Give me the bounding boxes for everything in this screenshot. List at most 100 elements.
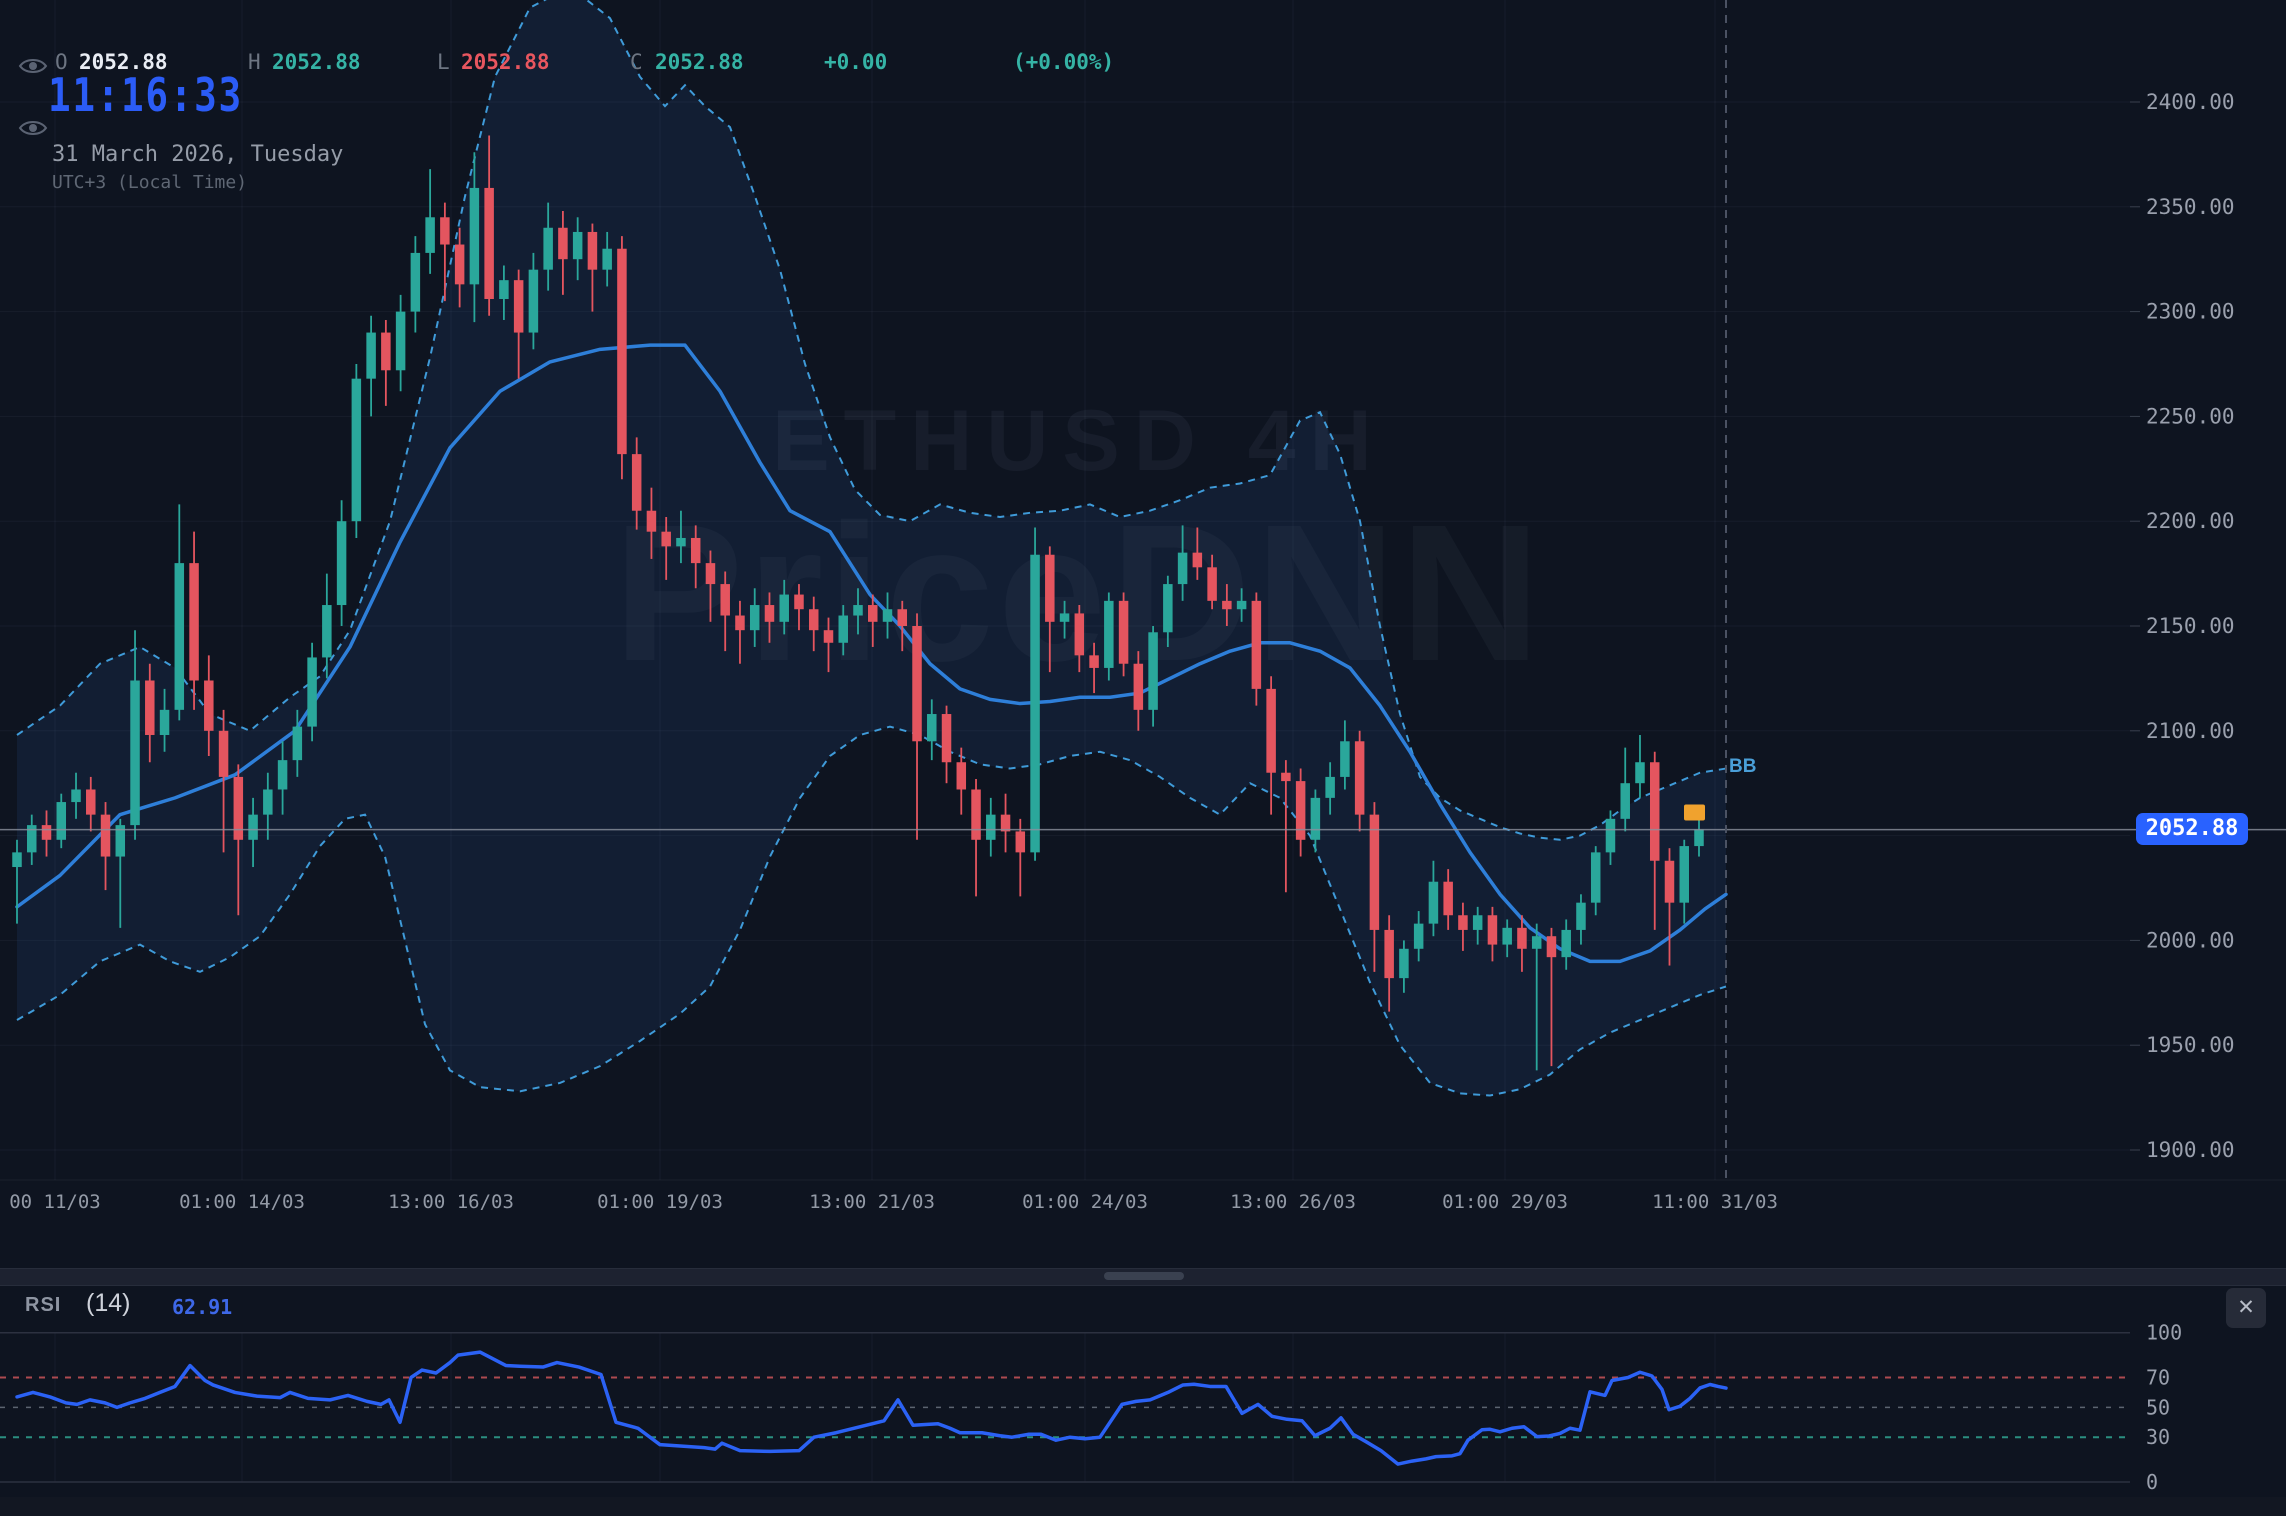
candle[interactable] <box>558 210 568 295</box>
candle[interactable] <box>956 747 967 815</box>
candle[interactable] <box>646 487 657 559</box>
candle[interactable] <box>528 252 539 350</box>
candle[interactable] <box>1030 527 1040 861</box>
pane-splitter-handle[interactable] <box>1104 1272 1184 1280</box>
candle[interactable] <box>484 135 494 316</box>
candle[interactable] <box>381 319 391 406</box>
candle[interactable] <box>1384 915 1394 1012</box>
candle[interactable] <box>263 772 273 840</box>
candle[interactable] <box>159 688 170 752</box>
candle[interactable] <box>794 584 804 631</box>
candle[interactable] <box>513 269 524 379</box>
candle[interactable] <box>395 294 406 392</box>
candle[interactable] <box>720 571 730 652</box>
candle[interactable] <box>1340 720 1350 790</box>
candle[interactable] <box>1045 546 1055 673</box>
candle[interactable] <box>130 630 140 840</box>
candle[interactable] <box>204 655 214 756</box>
candle[interactable] <box>174 504 185 721</box>
candle[interactable] <box>1502 919 1512 958</box>
candle[interactable] <box>676 510 686 564</box>
candle[interactable] <box>1487 906 1498 962</box>
candle[interactable] <box>823 617 834 673</box>
candle[interactable] <box>941 705 952 784</box>
candle[interactable] <box>1310 789 1321 853</box>
candle[interactable] <box>986 797 996 857</box>
candle[interactable] <box>1443 869 1453 930</box>
candle[interactable] <box>12 839 22 924</box>
candle[interactable] <box>1104 592 1114 681</box>
candle[interactable] <box>1192 527 1203 580</box>
candle[interactable] <box>218 709 229 853</box>
candle[interactable] <box>882 592 893 639</box>
candle[interactable] <box>1679 839 1689 924</box>
eye-icon[interactable] <box>18 55 48 77</box>
candle[interactable] <box>735 600 745 664</box>
candle[interactable] <box>1664 848 1675 966</box>
candle[interactable] <box>1649 751 1660 930</box>
candle[interactable] <box>1369 802 1380 972</box>
candle[interactable] <box>1000 793 1011 853</box>
rsi-close-button[interactable]: ✕ <box>2226 1288 2266 1328</box>
candle[interactable] <box>690 525 701 589</box>
candle[interactable] <box>912 613 922 840</box>
candle[interactable] <box>1089 642 1099 694</box>
rsi-indicator-title[interactable]: RSI <box>25 1294 62 1316</box>
eye-icon[interactable] <box>18 117 48 139</box>
candle[interactable] <box>1133 651 1144 731</box>
candle[interactable] <box>1118 592 1129 677</box>
candle[interactable] <box>853 588 863 635</box>
candle[interactable] <box>1399 940 1409 993</box>
candle[interactable] <box>1251 592 1262 706</box>
candle[interactable] <box>1472 906 1483 945</box>
candle[interactable] <box>587 223 598 312</box>
candle[interactable] <box>425 169 435 274</box>
candle[interactable] <box>543 202 553 291</box>
candle[interactable] <box>1222 584 1232 626</box>
candle[interactable] <box>189 531 199 710</box>
candle[interactable] <box>838 605 848 656</box>
candle[interactable] <box>631 437 642 530</box>
candle[interactable] <box>868 594 878 647</box>
rsi-axis[interactable]: 100 70 50 30 0 <box>2146 1321 2182 1494</box>
candle[interactable] <box>410 236 421 333</box>
candle[interactable] <box>971 779 981 897</box>
candle[interactable] <box>41 810 52 857</box>
candle[interactable] <box>779 579 789 635</box>
candle[interactable] <box>351 364 362 538</box>
candle[interactable] <box>440 202 450 302</box>
candle[interactable] <box>1266 676 1276 815</box>
candle[interactable] <box>145 663 155 763</box>
candle[interactable] <box>1163 575 1173 647</box>
candle[interactable] <box>1531 923 1542 1071</box>
candle[interactable] <box>1148 626 1158 727</box>
candle[interactable] <box>572 217 583 281</box>
candle[interactable] <box>602 231 612 287</box>
candle[interactable] <box>1546 927 1557 1067</box>
candle[interactable] <box>115 818 126 928</box>
candle[interactable] <box>454 227 465 308</box>
time-axis[interactable]: 00 11/03 01:00 14/03 13:00 16/03 01:00 19/0… <box>9 1191 1778 1213</box>
candle[interactable] <box>469 152 480 323</box>
candle[interactable] <box>749 588 760 647</box>
candle[interactable] <box>86 776 96 832</box>
candle[interactable] <box>233 764 244 916</box>
candle[interactable] <box>307 642 317 742</box>
candle[interactable] <box>1015 818 1026 897</box>
candle[interactable] <box>808 596 819 652</box>
candle[interactable] <box>1428 860 1439 937</box>
candle[interactable] <box>1295 768 1306 857</box>
candle[interactable] <box>1620 747 1630 832</box>
candle[interactable] <box>1590 846 1601 916</box>
price-axis[interactable]: 2400.00 2350.00 2300.00 2250.00 2200.00 2150.… <box>2130 90 2235 1162</box>
candle[interactable] <box>100 802 111 891</box>
candle[interactable] <box>71 772 81 819</box>
candle[interactable] <box>1059 600 1070 639</box>
candle[interactable] <box>1236 588 1247 622</box>
candle[interactable] <box>764 592 775 643</box>
candle[interactable] <box>322 573 332 679</box>
candle[interactable] <box>927 699 937 761</box>
candle[interactable] <box>1576 894 1586 945</box>
candle[interactable] <box>366 315 376 417</box>
candle[interactable] <box>1458 902 1468 951</box>
